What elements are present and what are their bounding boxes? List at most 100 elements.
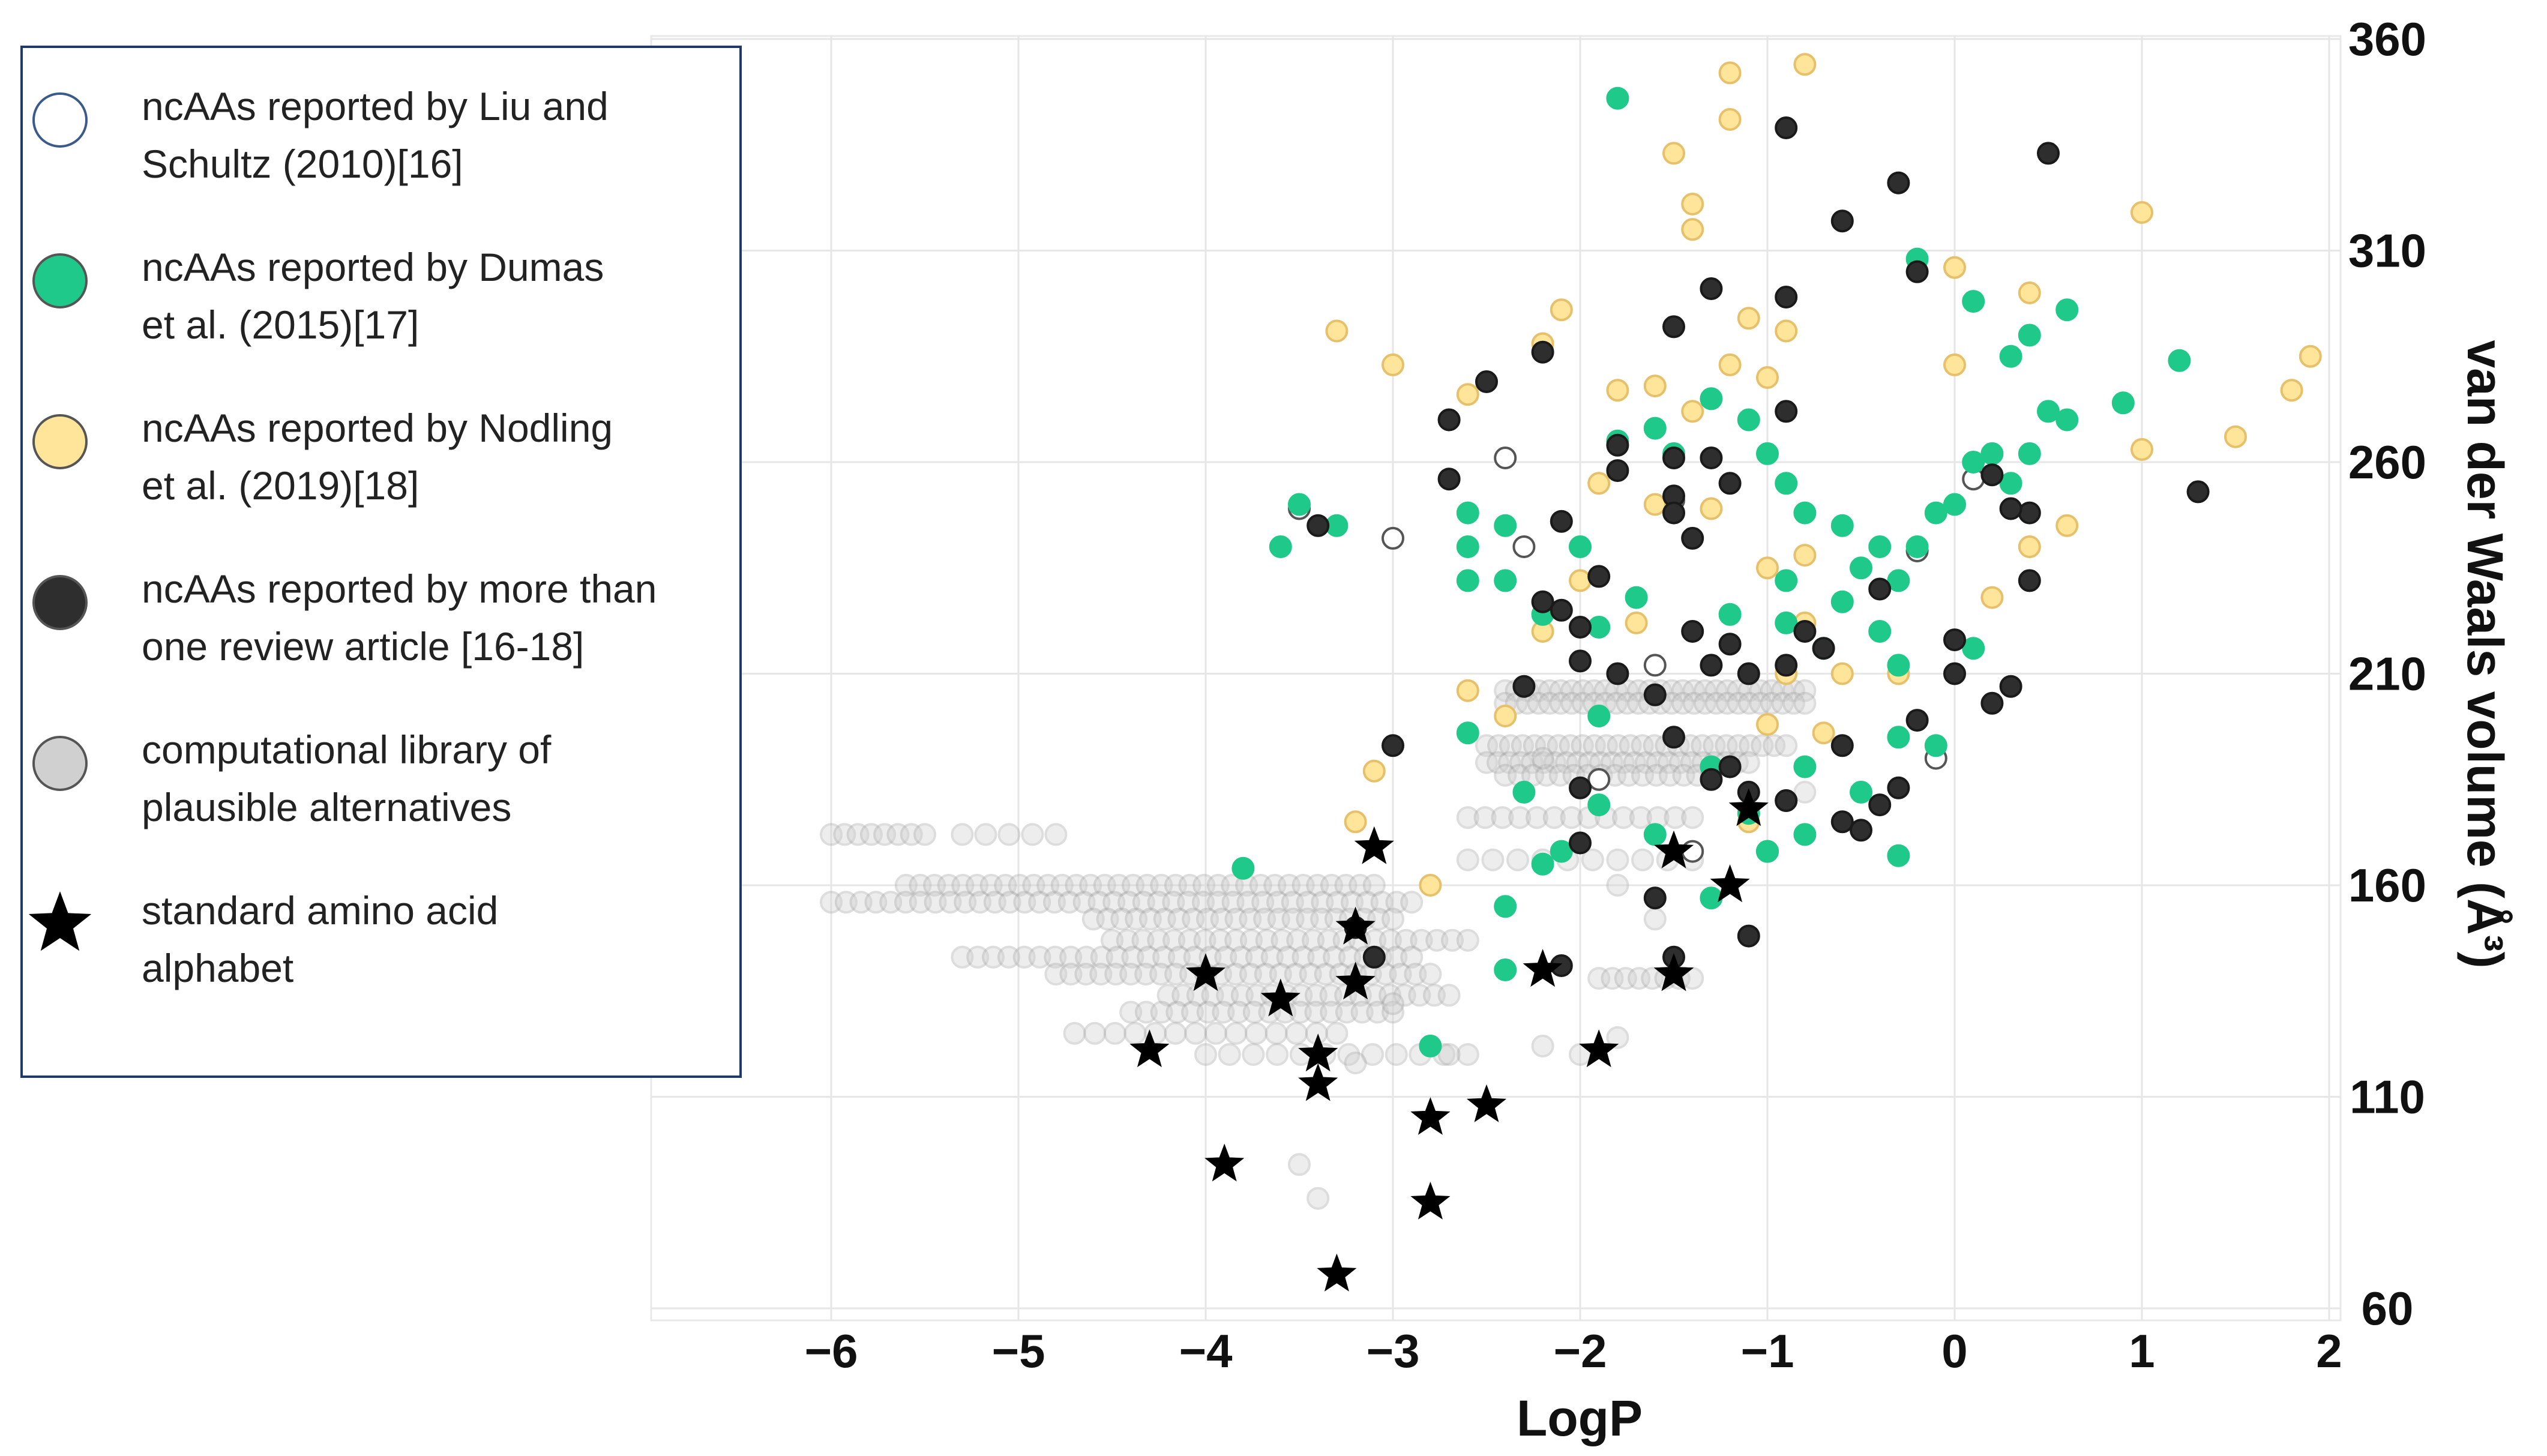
data-point <box>1267 907 1290 931</box>
data-point <box>1239 907 1262 931</box>
data-point <box>1614 967 1637 990</box>
data-point <box>937 874 960 897</box>
data-point <box>2055 514 2079 537</box>
star-point <box>1335 961 1376 1000</box>
data-point <box>1691 734 1714 757</box>
star-point <box>1204 1143 1245 1182</box>
data-point <box>1325 1021 1349 1045</box>
data-point <box>1292 945 1315 969</box>
data-point <box>1103 1021 1126 1045</box>
data-point <box>1304 984 1328 1007</box>
data-point <box>1643 734 1666 757</box>
data-point <box>1509 751 1532 774</box>
x-tick-label: −1 <box>1741 1325 1794 1377</box>
data-point <box>864 891 888 914</box>
data-point <box>1059 945 1083 969</box>
data-point <box>1245 945 1268 969</box>
data-point <box>1408 984 1431 1007</box>
data-point <box>1606 662 1629 685</box>
series-2 <box>1325 53 2322 897</box>
x-tick-label: 1 <box>2129 1325 2155 1377</box>
star-point <box>1317 1253 1357 1292</box>
data-point <box>1700 654 1723 677</box>
data-point <box>1156 984 1180 1007</box>
data-point <box>1131 928 1155 952</box>
data-point <box>1943 493 1966 516</box>
data-point <box>1999 497 2022 520</box>
data-point <box>1263 874 1287 897</box>
data-point <box>1177 891 1200 914</box>
data-point <box>1437 984 1461 1007</box>
data-point <box>1242 1000 1266 1024</box>
data-point <box>1286 928 1310 952</box>
data-point <box>1737 924 1760 948</box>
data-point <box>1771 691 1794 715</box>
data-point <box>1625 586 1648 609</box>
data-point <box>1681 218 1704 241</box>
data-point <box>1569 535 1592 558</box>
series-5 <box>1129 788 1769 1292</box>
data-point <box>1214 945 1237 969</box>
data-point <box>1644 763 1668 787</box>
data-point <box>1511 734 1534 757</box>
data-point <box>1830 662 1854 685</box>
star-point <box>1298 1063 1338 1101</box>
data-point <box>1571 679 1595 702</box>
data-point <box>939 891 962 914</box>
data-point <box>1681 620 1704 643</box>
data-point <box>1643 375 1667 398</box>
data-point <box>1323 945 1346 969</box>
data-point <box>1456 501 1479 525</box>
data-point <box>1264 1021 1288 1045</box>
data-point <box>1394 928 1418 952</box>
plot-frame <box>650 35 2342 1322</box>
data-point <box>1587 705 1611 727</box>
data-point <box>909 874 932 897</box>
data-point <box>1549 691 1572 715</box>
data-point <box>1738 691 1761 715</box>
data-point <box>1612 806 1635 829</box>
data-point <box>1606 1026 1629 1049</box>
data-point <box>1830 590 1854 613</box>
data-point <box>1184 1021 1207 1045</box>
data-point <box>1793 501 1817 525</box>
data-point <box>1980 586 2004 609</box>
data-point <box>1087 891 1111 914</box>
data-point <box>1700 277 1723 300</box>
data-point <box>1657 751 1680 774</box>
data-point <box>1266 891 1289 914</box>
data-point <box>1554 751 1578 774</box>
data-point <box>1662 447 1685 469</box>
data-point <box>1473 806 1497 829</box>
data-point <box>1374 963 1397 986</box>
legend-label: Schultz (2010)[16] <box>142 142 463 186</box>
data-point <box>1793 620 1817 643</box>
data-point <box>1319 984 1343 1007</box>
data-point <box>1793 823 1817 846</box>
data-point <box>1830 209 1854 233</box>
data-point <box>1104 963 1128 986</box>
data-point <box>1074 963 1098 986</box>
data-point <box>1021 823 1044 846</box>
data-point <box>1980 442 2004 465</box>
data-point <box>1385 891 1409 914</box>
data-point <box>1338 945 1361 969</box>
data-point <box>1491 806 1514 829</box>
data-point <box>1643 907 1667 931</box>
data-point <box>1134 963 1158 986</box>
data-point <box>1270 928 1294 952</box>
x-tick-label: 0 <box>1941 1325 1967 1377</box>
data-point <box>1793 544 1817 567</box>
data-point <box>1607 734 1630 757</box>
y-tick-label: 60 <box>2362 1282 2414 1335</box>
data-point <box>994 874 1017 897</box>
legend-label: ncAAs reported by Dumas <box>142 245 604 289</box>
data-point <box>1167 945 1191 969</box>
data-point <box>1700 768 1723 791</box>
star-point <box>1523 949 1563 987</box>
data-point <box>1569 831 1592 855</box>
data-point <box>1850 819 1872 842</box>
data-point <box>1739 734 1762 757</box>
data-point <box>1775 789 1798 812</box>
